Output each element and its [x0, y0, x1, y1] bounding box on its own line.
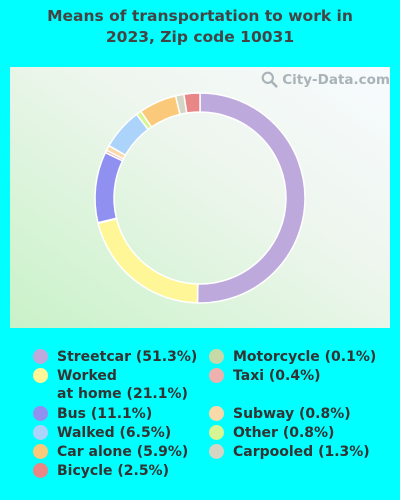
legend-swatch — [209, 349, 224, 364]
legend-item: Bicycle (2.5%) — [33, 462, 169, 480]
legend-label-line: Walked (6.5%) — [57, 425, 172, 441]
legend-label: Worked at home (21.1%) — [57, 367, 188, 403]
donut-slice — [94, 151, 124, 224]
legend-label-line: Carpooled (1.3%) — [233, 444, 370, 460]
legend-item: Subway (0.8%) — [209, 405, 351, 423]
legend-label-line: Taxi (0.4%) — [233, 368, 321, 384]
legend-swatch — [209, 368, 224, 383]
legend-label: Bicycle (2.5%) — [57, 462, 169, 480]
chart-title-line-1: Means of transportation to work in — [47, 7, 353, 25]
watermark: City-Data.com — [261, 71, 390, 88]
legend-label: Subway (0.8%) — [233, 405, 351, 423]
magnifier-icon — [261, 71, 278, 88]
legend-label-line: Other (0.8%) — [233, 425, 335, 441]
legend-label: Other (0.8%) — [233, 424, 334, 442]
legend-label-line: Motorcycle (0.1%) — [233, 349, 377, 365]
legend-label: Taxi (0.4%) — [233, 367, 321, 385]
legend-item: Motorcycle (0.1%) — [209, 348, 376, 366]
watermark-text: City-Data.com — [282, 71, 390, 88]
donut-slice — [183, 92, 201, 114]
legend-label-line: Streetcar (51.3%) — [57, 349, 198, 365]
legend-label: Streetcar (51.3%) — [57, 348, 197, 366]
legend-item: Other (0.8%) — [209, 424, 334, 442]
donut-slice — [196, 92, 306, 304]
legend-swatch — [209, 425, 224, 440]
legend-label: Motorcycle (0.1%) — [233, 348, 376, 366]
legend-label-line: at home (21.1%) — [57, 386, 188, 402]
legend-label-line: Worked — [57, 368, 117, 384]
legend-label: Walked (6.5%) — [57, 424, 171, 442]
legend-label: Car alone (5.9%) — [57, 443, 188, 461]
legend-label-line: Bus (11.1%) — [57, 406, 153, 422]
legend-label-line: Bicycle (2.5%) — [57, 463, 169, 479]
legend-item: Carpooled (1.3%) — [209, 443, 370, 461]
legend-item: Taxi (0.4%) — [209, 367, 321, 385]
legend-label: Carpooled (1.3%) — [233, 443, 370, 461]
legend-swatch — [33, 425, 48, 440]
legend-item: Worked at home (21.1%) — [33, 367, 188, 403]
legend-swatch — [33, 349, 48, 364]
legend-swatch — [33, 368, 48, 383]
legend-item: Walked (6.5%) — [33, 424, 171, 442]
legend-item: Car alone (5.9%) — [33, 443, 188, 461]
legend-swatch — [209, 406, 224, 421]
legend-item: Streetcar (51.3%) — [33, 348, 197, 366]
legend-label-line: Car alone (5.9%) — [57, 444, 189, 460]
donut-slice — [97, 217, 199, 304]
legend-item: Bus (11.1%) — [33, 405, 152, 423]
legend-label-line: Subway (0.8%) — [233, 406, 351, 422]
legend-label: Bus (11.1%) — [57, 405, 152, 423]
legend-swatch — [33, 406, 48, 421]
legend-swatch — [209, 444, 224, 459]
chart-title: Means of transportation to work in 2023,… — [0, 6, 400, 48]
chart-title-line-2: 2023, Zip code 10031 — [105, 28, 295, 46]
legend-swatch — [33, 444, 48, 459]
legend-swatch — [33, 463, 48, 478]
